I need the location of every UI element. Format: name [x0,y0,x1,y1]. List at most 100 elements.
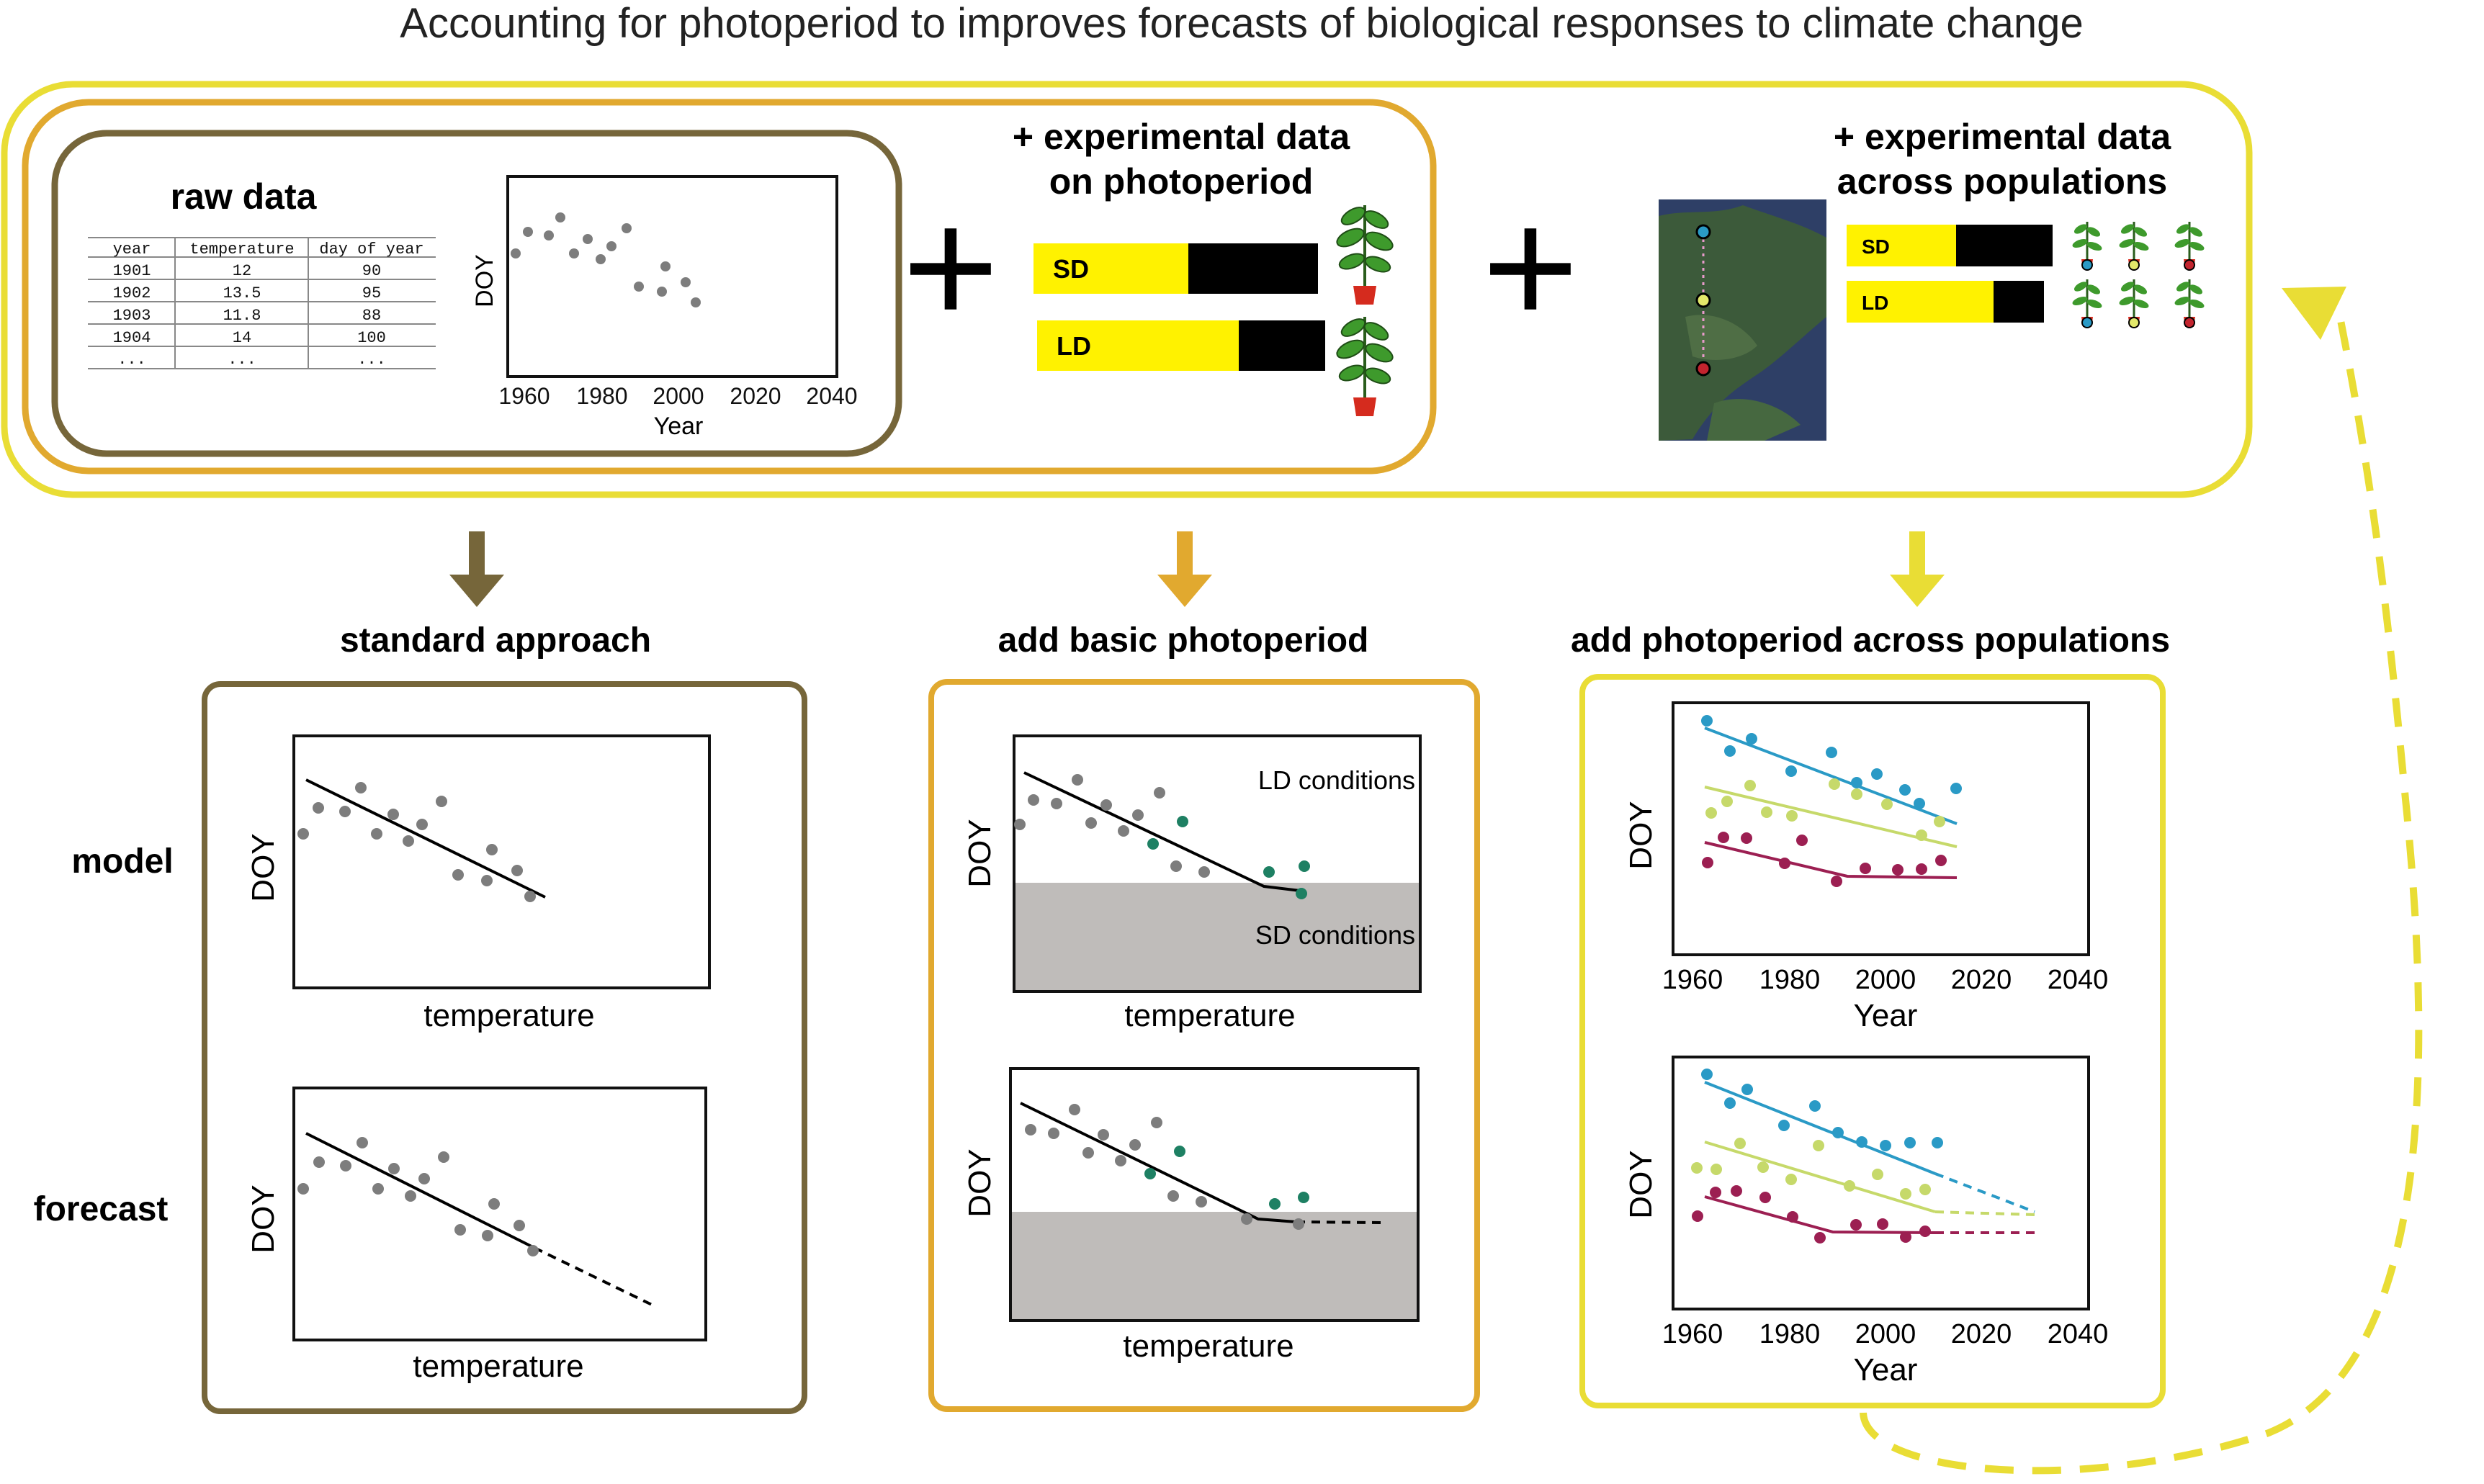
table-header: temperature [189,240,294,258]
arrow-populations [1890,531,1945,607]
plus-sign: + [902,174,999,359]
basic-model-plot: LD conditions SD conditions DOY temperat… [962,734,1422,1033]
ylabel: DOY [246,833,281,901]
population-frame [1,81,2253,498]
sd-conditions-label: SD conditions [1255,920,1415,950]
arrow-standard [449,531,504,607]
ylabel: DOY [1623,1150,1659,1218]
photoperiod-experiment: + experimental data on photoperiod SD LD [1013,117,1394,416]
table-cell: 11.8 [223,307,261,325]
xlabel: temperature [1123,1328,1293,1364]
table-cell: 88 [362,307,381,325]
row-label-model: model [71,842,173,881]
population-forecast-plot: DOY 1960 1980 2000 2020 2040 Year [1623,1056,2109,1388]
tick: 2020 [1951,1319,2012,1349]
figure-title: Accounting for photoperiod to improves f… [400,0,2083,47]
standard-model-plot: DOY temperature [246,734,711,1033]
mini-plant-icon [2119,222,2149,271]
ylabel: DOY [246,1184,281,1253]
table-cell: ... [357,351,386,369]
plant-icon [1336,205,1394,305]
photoperiod-frame [22,99,1437,475]
tick: 2040 [2048,965,2109,995]
mini-plant-icon [2174,222,2205,271]
pop-sd-label: SD [1862,235,1890,258]
arrow-head [2282,287,2346,340]
arrow-basic-photoperiod [1157,531,1212,607]
sd-bar-light [1033,243,1188,294]
table-cell: ... [117,351,146,369]
basic-forecast-plot: DOY temperature [962,1067,1420,1364]
ylabel: DOY [962,1148,997,1217]
row-label-forecast: forecast [34,1190,169,1228]
table-cell: 14 [233,329,251,347]
xlabel: Year [1854,1352,1918,1388]
column-title-basic: add basic photoperiod [998,621,1369,660]
ld-bar-light [1037,320,1239,371]
table-header: day of year [319,240,423,258]
xlabel: temperature [1124,998,1295,1033]
tick: 1960 [1662,965,1723,995]
pop-exp-label: across populations [1837,161,2167,202]
tick: 1980 [1759,965,1821,995]
raw-tick: 2000 [653,383,704,409]
ylabel: DOY [1623,801,1659,869]
standard-forecast-plot: DOY temperature [246,1087,707,1384]
photo-exp-label: on photoperiod [1049,161,1314,202]
column-title-populations: add photoperiod across populations [1571,621,2170,660]
population-model-plot: DOY 1960 1980 2000 2020 2040 Year [1623,701,2109,1033]
tick: 2040 [2048,1319,2109,1349]
raw-data-plot: DOY 1960 1980 2000 2020 2040 Year [471,175,858,440]
pop-exp-label: + experimental data [1834,117,2171,157]
populations-frame [1579,674,2166,1408]
ylabel: DOY [962,819,997,887]
sd-bar-label: SD [1053,254,1089,284]
raw-xlabel: Year [654,413,704,440]
table-cell: 1901 [113,262,151,280]
map-population-yellow [1695,292,1711,308]
raw-data-frame [51,130,902,457]
table-cell: 1902 [113,284,151,302]
table-header: year [113,240,151,258]
mini-plant-icon [2072,222,2102,271]
sd-bar-dark [1188,243,1318,294]
raw-ylabel: DOY [471,254,498,307]
table-cell: 95 [362,284,381,302]
plus-sign: + [1482,174,1579,359]
map-population-red [1695,361,1711,377]
xlabel: temperature [413,1349,583,1384]
tick: 1960 [1662,1319,1723,1349]
tick: 2000 [1855,965,1916,995]
table-cell: 13.5 [223,284,261,302]
population-experiment: + experimental data across populations S… [1834,117,2205,328]
map-population-blue [1695,224,1711,240]
tick: 1980 [1759,1319,1821,1349]
table-cell: 12 [233,262,251,280]
standard-frame [202,681,807,1414]
ld-bar-dark [1239,320,1325,371]
table-cell: 90 [362,262,381,280]
plant-icon [1336,317,1394,416]
pop-ld-label: LD [1862,292,1888,314]
table-cell: ... [228,351,256,369]
population-map [1659,199,1826,441]
xlabel: temperature [423,998,594,1033]
raw-data-label: raw data [171,176,318,217]
table-cell: 1904 [113,329,151,347]
sd-region [1014,883,1420,991]
raw-tick: 1980 [576,383,627,409]
basic-photoperiod-frame [928,679,1480,1412]
raw-data-table: year temperature day of year 1901 12 90 … [88,237,436,369]
mini-plant-icon [2072,279,2102,328]
ld-conditions-label: LD conditions [1258,765,1415,795]
raw-tick: 2040 [806,383,857,409]
raw-points [511,212,701,307]
feedback-arrow [1860,287,2423,1475]
mini-plant-icon [2119,279,2149,328]
table-cell: 100 [357,329,386,347]
tick: 2020 [1951,965,2012,995]
table-cell: 1903 [113,307,151,325]
sd-region [1010,1212,1418,1321]
column-title-standard: standard approach [340,621,651,660]
xlabel: Year [1854,998,1918,1033]
